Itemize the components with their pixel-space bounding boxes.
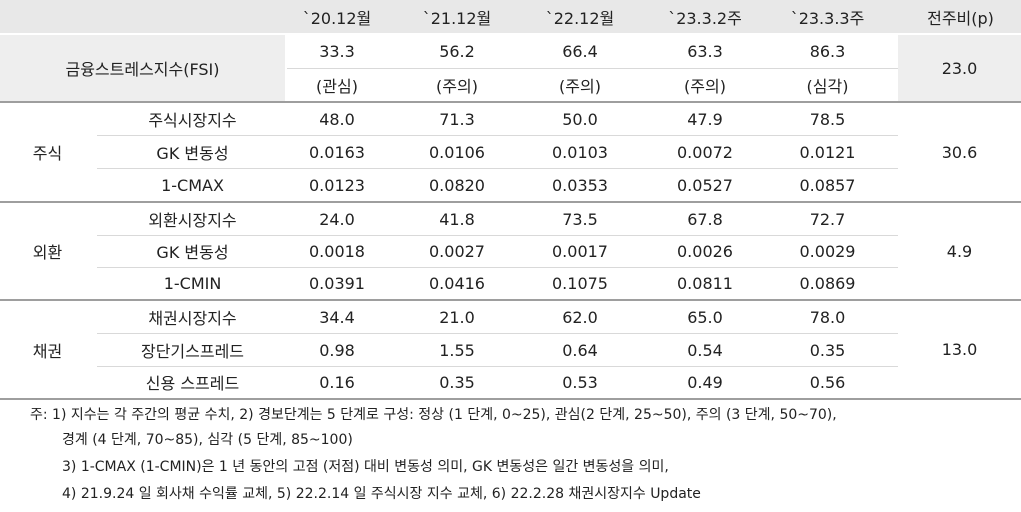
column-header: `20.12월 bbox=[302, 8, 372, 28]
table-cell: 0.0103 bbox=[552, 142, 608, 162]
table-cell: 47.9 bbox=[687, 109, 723, 129]
table-cell: 65.0 bbox=[687, 307, 723, 327]
table-cell: 0.49 bbox=[687, 372, 723, 392]
table-cell: 0.98 bbox=[319, 340, 355, 360]
column-header: 전주비(p) bbox=[927, 8, 994, 28]
table-cell: 0.0017 bbox=[552, 241, 608, 261]
table-cell: 0.64 bbox=[562, 340, 598, 360]
table-cell: 48.0 bbox=[319, 109, 355, 129]
table-cell: 0.0106 bbox=[429, 142, 485, 162]
table-cell: 0.1075 bbox=[552, 273, 608, 293]
row-label: 1-CMIN bbox=[163, 273, 222, 293]
table-cell: 41.8 bbox=[439, 209, 475, 229]
section-rule bbox=[0, 201, 1021, 203]
table-cell: 0.56 bbox=[809, 372, 846, 392]
fsi-stage: (관심) bbox=[316, 76, 358, 96]
table-cell: 0.53 bbox=[562, 372, 598, 392]
divider bbox=[97, 366, 898, 367]
footnote-line: 주: 1) 지수는 각 주간의 평균 수치, 2) 경보단계는 5 단계로 구성… bbox=[30, 407, 837, 423]
column-header: `22.12월 bbox=[545, 8, 615, 28]
column-header: `21.12월 bbox=[422, 8, 492, 28]
table-cell: 0.54 bbox=[687, 340, 723, 360]
divider bbox=[97, 333, 898, 334]
table-cell: 73.5 bbox=[562, 209, 598, 229]
table-cell: 71.3 bbox=[439, 109, 475, 129]
divider bbox=[97, 135, 898, 136]
table-cell: 62.0 bbox=[562, 307, 598, 327]
table-cell: 0.0857 bbox=[799, 175, 856, 195]
table-cell: 0.35 bbox=[809, 340, 846, 360]
divider bbox=[97, 267, 898, 268]
table-cell: 78.0 bbox=[809, 307, 846, 327]
fsi-stage: (심각) bbox=[806, 76, 849, 96]
table-cell: 0.0163 bbox=[309, 142, 365, 162]
table-cell: 0.0869 bbox=[799, 273, 856, 293]
table-cell: 0.0353 bbox=[552, 175, 608, 195]
row-label: 신용 스프레드 bbox=[145, 374, 240, 393]
row-label: 채권시장지수 bbox=[148, 309, 237, 328]
fsi-value: 66.4 bbox=[562, 42, 598, 61]
table-cell: 0.0391 bbox=[309, 273, 365, 293]
table-cell: 0.35 bbox=[439, 372, 475, 392]
row-label: 1-CMAX bbox=[161, 175, 224, 195]
fsi-stage: (주의) bbox=[684, 76, 726, 96]
divider bbox=[97, 168, 898, 169]
table-cell: 50.0 bbox=[562, 109, 598, 129]
table-cell: 0.0820 bbox=[429, 175, 485, 195]
group-change: 4.9 bbox=[946, 241, 973, 261]
column-header: `23.3.2주 bbox=[668, 8, 742, 28]
row-label: GK 변동성 bbox=[156, 144, 229, 163]
table-cell: 1.55 bbox=[439, 340, 475, 360]
table-cell: 0.0072 bbox=[677, 142, 733, 162]
footnote-line: 4) 21.9.24 일 회사채 수익률 교체, 5) 22.2.14 일 주식… bbox=[62, 486, 701, 502]
table-cell: 0.0416 bbox=[429, 273, 485, 293]
fsi-value: 86.3 bbox=[809, 42, 846, 61]
group-label-bond: 채권 bbox=[32, 341, 63, 361]
table-cell: 0.0018 bbox=[309, 241, 365, 261]
fsi-label: 금융스트레스지수(FSI) bbox=[65, 60, 220, 79]
group-change: 30.6 bbox=[941, 142, 978, 162]
group-change: 13.0 bbox=[941, 340, 978, 359]
row-label: 주식시장지수 bbox=[148, 111, 237, 130]
row-label: 장단기스프레드 bbox=[140, 342, 245, 361]
group-label-stock: 주식 bbox=[32, 144, 63, 163]
table-header: `20.12월 `21.12월 `22.12월 `23.3.2주 `23.3.3… bbox=[0, 0, 1021, 33]
divider bbox=[287, 68, 898, 69]
fsi-stage: (주의) bbox=[436, 76, 478, 96]
row-label: 외환시장지수 bbox=[148, 211, 237, 230]
section-rule bbox=[0, 299, 1021, 301]
fsi-value: 63.3 bbox=[687, 42, 723, 61]
table-cell: 0.0026 bbox=[677, 241, 733, 261]
table-cell: 21.0 bbox=[439, 307, 475, 327]
fsi-change-band bbox=[898, 35, 1021, 101]
table-cell: 0.16 bbox=[319, 372, 355, 392]
table-cell: 0.0527 bbox=[677, 175, 733, 195]
table-cell: 78.5 bbox=[809, 109, 846, 129]
divider bbox=[97, 235, 898, 236]
table-cell: 0.0123 bbox=[309, 175, 365, 195]
footnote-line: 3) 1-CMAX (1-CMIN)은 1 년 동안의 고점 (저점) 대비 변… bbox=[62, 459, 669, 475]
section-rule bbox=[0, 101, 1021, 103]
table-cell: 0.0121 bbox=[799, 142, 856, 162]
fsi-stage: (주의) bbox=[559, 76, 601, 96]
fsi-value: 56.2 bbox=[439, 42, 475, 61]
group-label-fx: 외환 bbox=[32, 243, 63, 262]
column-header: `23.3.3주 bbox=[790, 8, 865, 28]
table-cell: 0.0027 bbox=[429, 241, 485, 261]
section-rule bbox=[0, 398, 1021, 400]
table-cell: 67.8 bbox=[687, 209, 723, 229]
table-cell: 24.0 bbox=[319, 209, 355, 229]
fsi-value: 33.3 bbox=[319, 42, 355, 61]
table-cell: 0.0029 bbox=[799, 241, 856, 261]
fsi-label-band bbox=[0, 35, 285, 101]
fsi-change: 23.0 bbox=[941, 58, 978, 78]
table-cell: 0.0811 bbox=[677, 273, 733, 293]
table-cell: 34.4 bbox=[319, 307, 355, 327]
table-cell: 72.7 bbox=[809, 209, 846, 229]
footnote-line: 경계 (4 단계, 70~85), 심각 (5 단계, 85~100) bbox=[62, 432, 353, 448]
row-label: GK 변동성 bbox=[156, 243, 229, 262]
